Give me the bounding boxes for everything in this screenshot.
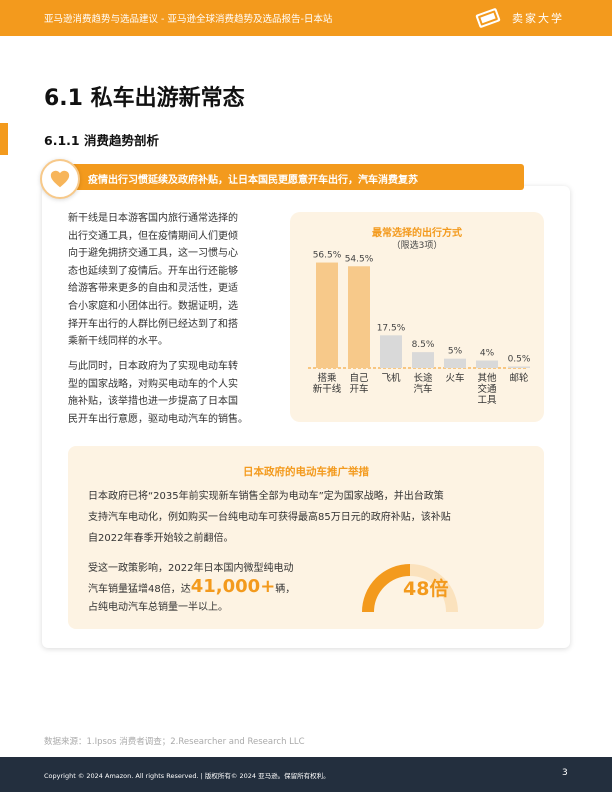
chart-category-label: 工具: [477, 395, 497, 406]
chart-bar: [444, 358, 466, 368]
ev-sales-figure: 41,000+: [190, 576, 276, 597]
body-line: 合小家庭和小团体出行。数据证明，选: [68, 300, 238, 312]
chart-data-label: 4%: [480, 349, 495, 359]
ev-text-line: 支持汽车电动化，例如购买一台纯电动车可获得最高85万日元的政府补贴，该补贴: [88, 512, 451, 523]
footer: Copyright © 2024 Amazon. All rights Rese…: [0, 757, 612, 792]
chart-category-label: 交通: [477, 383, 497, 395]
chart-title: 最常选择的出行方式: [372, 228, 462, 239]
ev-policy-panel: 日本政府的电动车推广举措 日本政府已将“2035年前实现新车销售全部为电动车”定…: [68, 446, 544, 629]
ev-sales-line: 占纯电动汽车总销量一半以上。: [88, 602, 228, 613]
body-line: 乘新干线同样的水平。: [68, 336, 168, 348]
chart-bar: [508, 366, 530, 368]
side-accent-bar: [0, 123, 8, 155]
chart-data-label: 17.5%: [377, 323, 406, 333]
chart-bar: [476, 360, 498, 368]
ev-sales-post: 辆，: [275, 584, 296, 595]
body-line: 民开车出行意愿，驱动电动汽车的销售。: [68, 413, 248, 425]
chart-bar: [316, 262, 338, 368]
body-line: 型的国家战略，对购买电动车的个人实: [68, 378, 238, 390]
ev-sales-line: 汽车销量猛增48倍，达41,000+辆，: [88, 578, 348, 599]
gauge-label: 48倍: [403, 578, 449, 600]
body-line: 施补贴，该举措也进一步提高了日本国: [68, 396, 238, 408]
ev-panel-title: 日本政府的电动车推广举措: [243, 466, 369, 478]
chart-data-label: 56.5%: [313, 251, 342, 261]
copyright-text: Copyright © 2024 Amazon. All rights Rese…: [44, 772, 330, 780]
body-paragraph-1: 新干线是日本游客国内旅行通常选择的 出行交通工具，但在疫情期间人们更倾 向于避免…: [68, 210, 280, 351]
body-line: 择开车出行的人群比例已经达到了和搭: [68, 318, 238, 330]
body-line: 新干线是日本游客国内旅行通常选择的: [68, 213, 238, 224]
top-bar: 亚马逊消费趋势与选品建议 - 亚马逊全球消费趋势及选品报告-日本站 卖家大学: [0, 0, 612, 36]
ev-sales-line: 受这一政策影响，2022年日本国内微型纯电动: [88, 563, 294, 574]
page-title: 6.1 私车出游新常态: [44, 86, 245, 111]
ev-text-line: 日本政府已将“2035年前实现新车销售全部为电动车”定为国家战略，并出台政策: [88, 491, 444, 502]
ev-panel-text: 日本政府已将“2035年前实现新车销售全部为电动车”定为国家战略，并出台政策 支…: [88, 486, 526, 549]
banner: 疫情出行习惯延续及政府补贴，让日本国民更愿意开车出行，汽车消费复苏: [60, 164, 524, 190]
body-line: 给游客带来更多的自由和灵活性，更适: [68, 283, 238, 295]
chart-data-label: 54.5%: [345, 254, 374, 264]
heart-badge: [40, 159, 80, 199]
chart-bar: [380, 335, 402, 368]
chart-category-label: 汽车: [413, 383, 432, 395]
chart-category-label: 火车: [445, 372, 464, 384]
chart-bar: [348, 266, 370, 368]
gauge-fill-arc: [362, 564, 411, 613]
chart-category-label: 新干线: [313, 383, 342, 395]
chart-category-label: 其他: [477, 372, 497, 384]
section-title: 6.1.1 消费趋势剖析: [44, 133, 159, 148]
chart-category-label: 飞机: [381, 372, 401, 384]
chart-subtitle: （限选3项）: [391, 241, 443, 251]
ev-sales-text: 受这一政策影响，2022年日本国内微型纯电动 汽车销量猛增48倍，达41,000…: [88, 560, 348, 617]
chart-data-label: 5%: [448, 347, 463, 357]
chart-category-label: 长途: [413, 372, 433, 384]
brand-name: 卖家大学: [512, 12, 564, 25]
book-logo-icon: [475, 8, 501, 28]
data-source: 数据来源：1.Ipsos 消费者调查；2.Researcher and Rese…: [44, 737, 305, 747]
body-line: 向于避免拥挤交通工具，这一习惯与心: [68, 248, 238, 260]
body-line: 出行交通工具，但在疫情期间人们更倾: [68, 230, 238, 242]
body-line: 态也延续到了疫情后。开车出行还能够: [68, 265, 238, 277]
chart-category-label: 自己: [349, 372, 369, 384]
chart-category-label: 开车: [349, 383, 368, 395]
chart-category-label: 邮轮: [509, 372, 529, 384]
chart-data-label: 0.5%: [508, 355, 531, 365]
document-title: 亚马逊消费趋势与选品建议 - 亚马逊全球消费趋势及选品报告-日本站: [44, 14, 333, 25]
ev-text-line: 自2022年春季开始较之前翻倍。: [88, 533, 234, 544]
body-paragraph-2: 与此同时，日本政府为了实现电动车转 型的国家战略，对购买电动车的个人实 施补贴，…: [68, 358, 280, 428]
travel-mode-chart: 最常选择的出行方式 （限选3项） 56.5% 搭乘 新干线 54.5% 自己 开车 17.5…: [290, 212, 544, 422]
banner-text: 疫情出行习惯延续及政府补贴，让日本国民更愿意开车出行，汽车消费复苏: [88, 175, 418, 186]
chart-data-label: 8.5%: [412, 340, 435, 350]
body-line: 与此同时，日本政府为了实现电动车转: [68, 361, 238, 372]
ev-sales-pre: 汽车销量猛增48倍，达: [88, 584, 191, 595]
growth-gauge: [362, 564, 458, 613]
heart-icon: [50, 170, 70, 188]
chart-category-label: 搭乘: [317, 372, 337, 384]
chart-bar: [412, 352, 434, 368]
page-number: 3: [562, 768, 568, 778]
